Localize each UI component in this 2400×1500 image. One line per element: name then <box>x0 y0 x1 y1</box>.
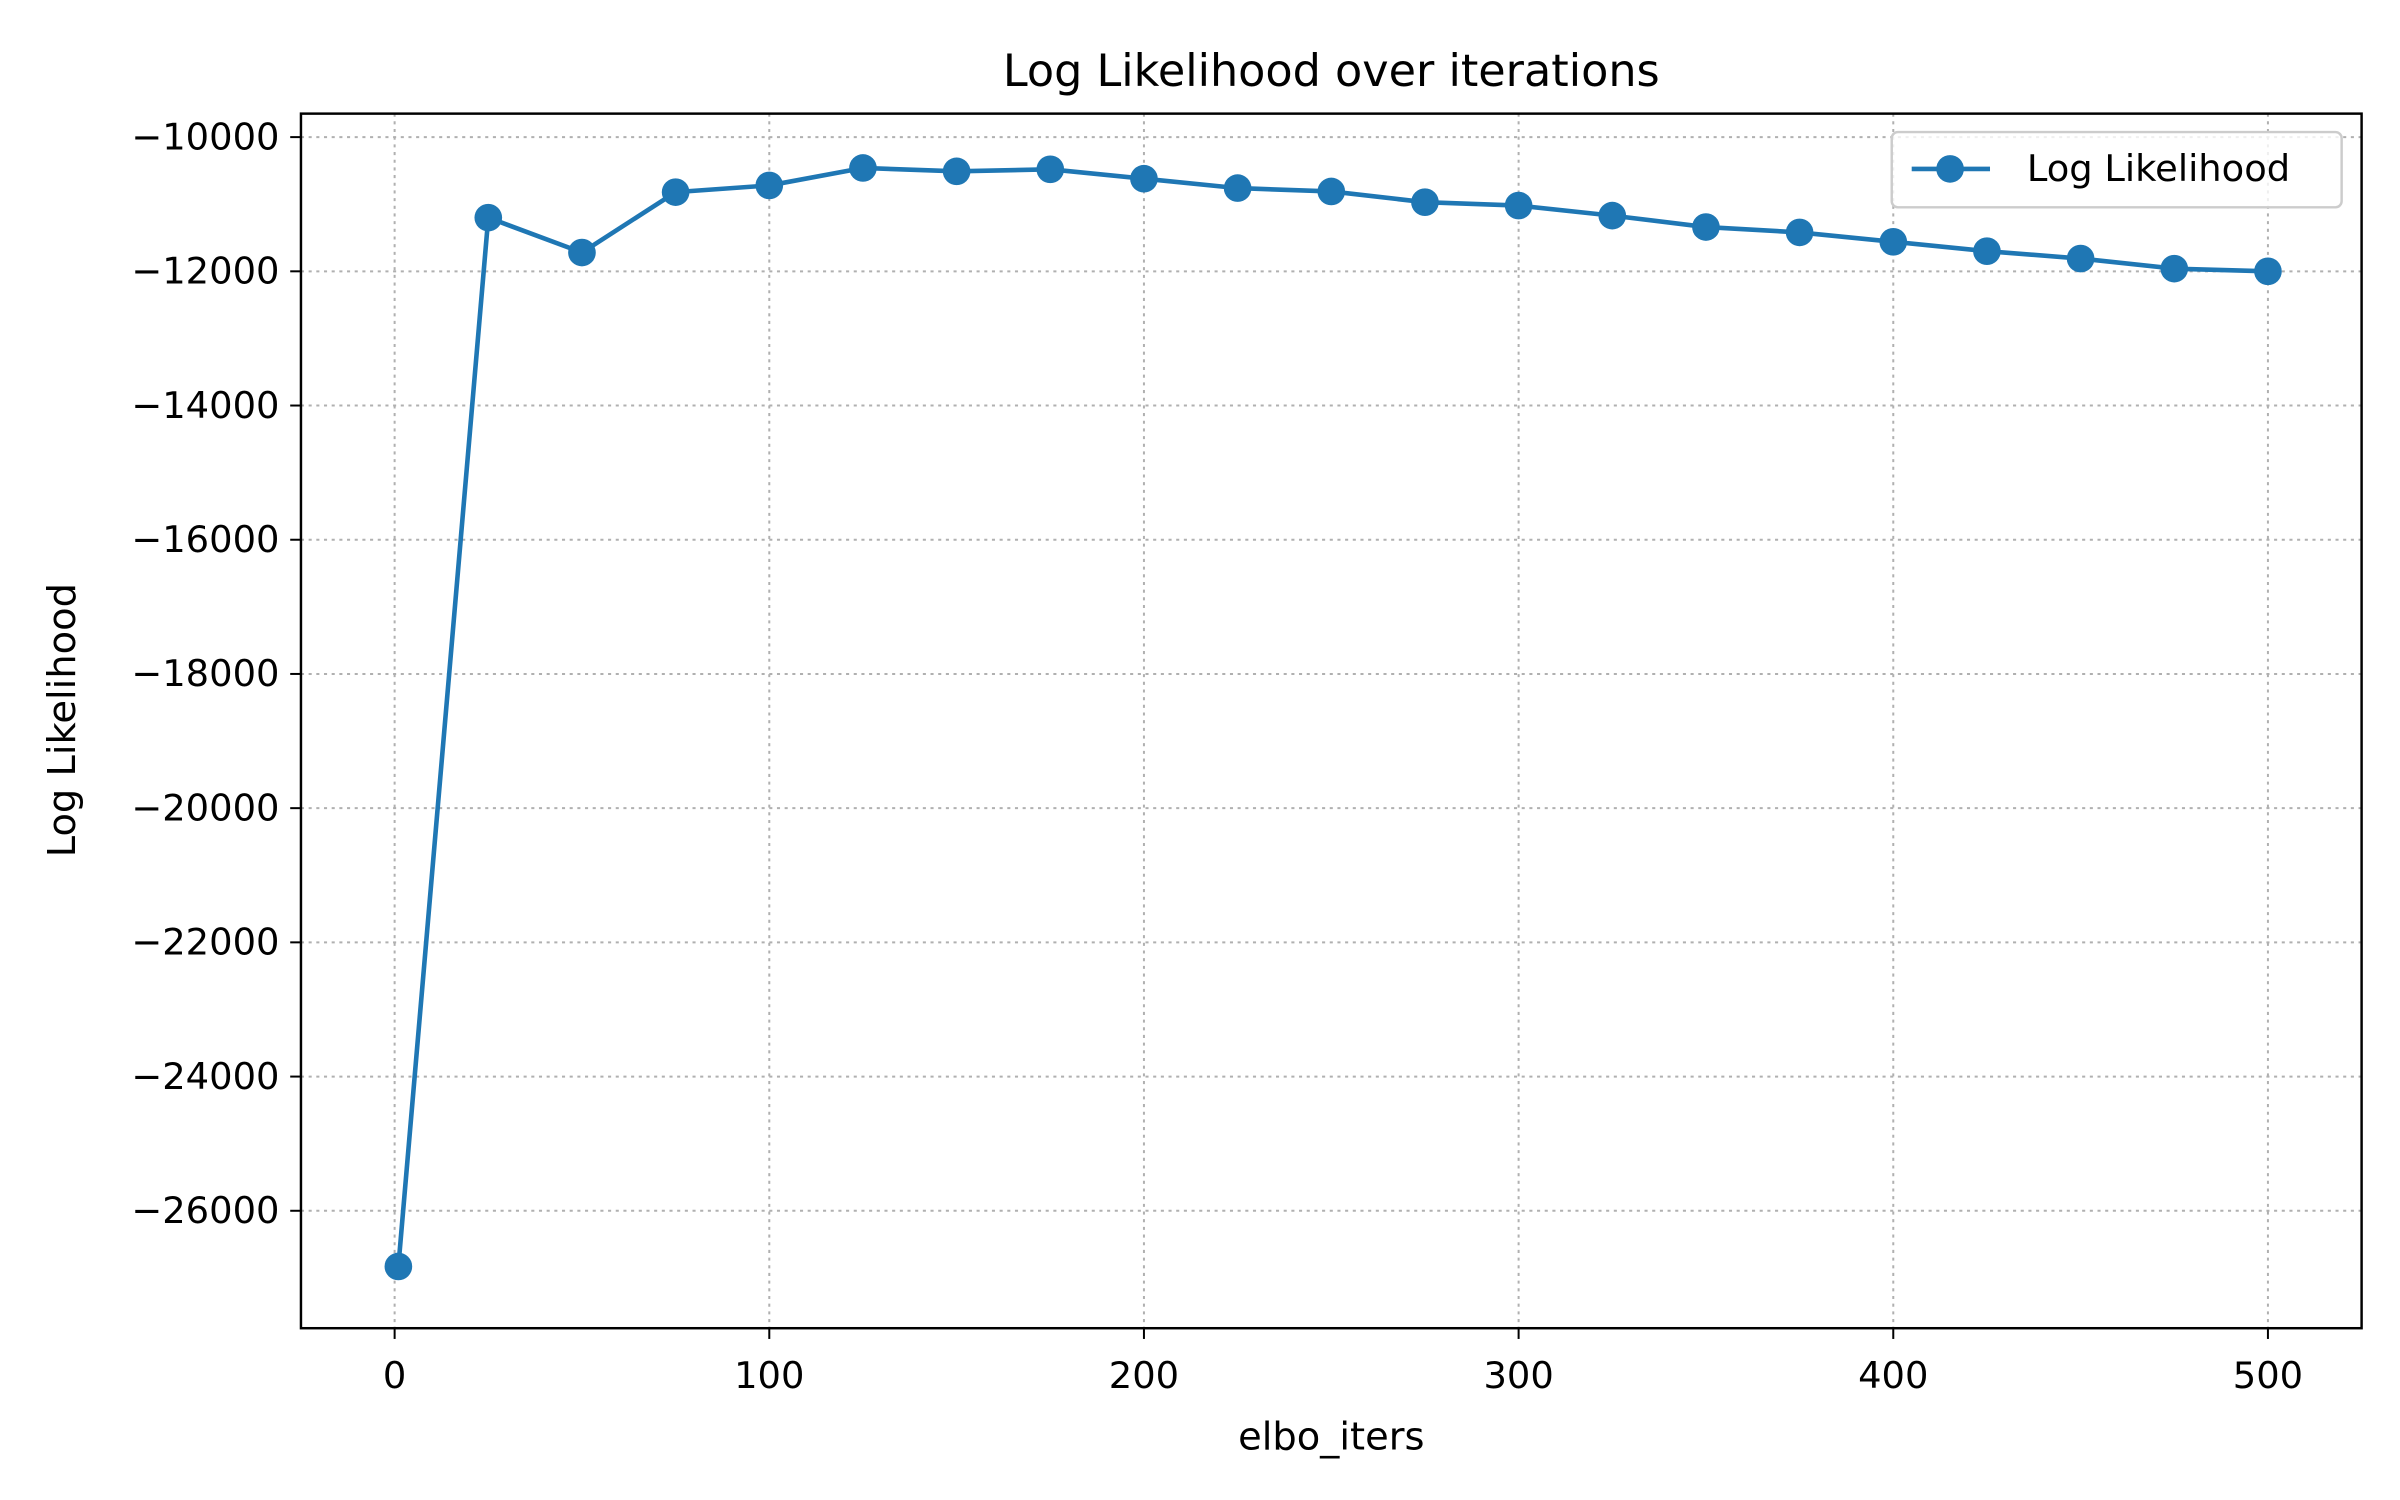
plot-area-frame <box>299 112 2363 1330</box>
data-point <box>1692 213 1720 241</box>
data-point <box>1223 174 1252 202</box>
y-tick-label: −16000 <box>131 518 279 561</box>
y-tick-label: −14000 <box>131 384 279 427</box>
legend-label: Log Likelihood <box>2027 147 2290 190</box>
data-point <box>1504 191 1533 220</box>
data-point <box>474 203 503 232</box>
data-point <box>849 154 877 182</box>
y-tick-label: −26000 <box>131 1189 279 1232</box>
y-tick-label: −22000 <box>131 921 279 964</box>
data-point <box>2254 257 2282 286</box>
data-point <box>2160 254 2189 283</box>
data-point <box>1879 227 1908 256</box>
x-axis-label: elbo_iters <box>1238 1415 1424 1460</box>
x-tick-label: 0 <box>383 1354 406 1397</box>
legend-box <box>1890 130 2343 209</box>
data-point <box>568 238 596 267</box>
series-layer <box>384 154 2282 1281</box>
data-point <box>755 171 784 200</box>
chart-title: Log Likelihood over iterations <box>1003 46 1660 97</box>
y-axis-label: Log Likelihood <box>40 583 85 857</box>
x-tick-label: 500 <box>2233 1354 2303 1397</box>
data-point <box>1411 188 1439 217</box>
data-point <box>384 1252 413 1281</box>
x-tick-label: 100 <box>734 1354 804 1397</box>
data-point <box>1973 237 2001 266</box>
data-point <box>2066 244 2095 273</box>
data-point <box>942 157 971 186</box>
data-point <box>1785 218 1814 247</box>
y-tick-label: −24000 <box>131 1055 279 1098</box>
grid-lines <box>300 113 2362 1329</box>
x-tick-label: 200 <box>1109 1354 1179 1397</box>
data-point <box>1036 155 1065 184</box>
data-point <box>1130 164 1158 193</box>
y-tick-label: −20000 <box>131 786 279 829</box>
data-point <box>661 178 690 206</box>
x-tick-label: 300 <box>1483 1354 1553 1397</box>
axis-ticks: 0 100 200 300 400 500 −10000 −12000 −14000 −16000… <box>131 115 2303 1397</box>
x-tick-label: 400 <box>1858 1354 1928 1397</box>
y-tick-label: −18000 <box>131 652 279 695</box>
y-tick-label: −10000 <box>131 115 279 158</box>
legend: Log Likelihood <box>1890 130 2343 209</box>
y-tick-label: −12000 <box>131 250 279 293</box>
legend-marker-swatch <box>1936 155 1964 183</box>
data-point <box>1598 201 1627 230</box>
data-point <box>1317 177 1346 206</box>
